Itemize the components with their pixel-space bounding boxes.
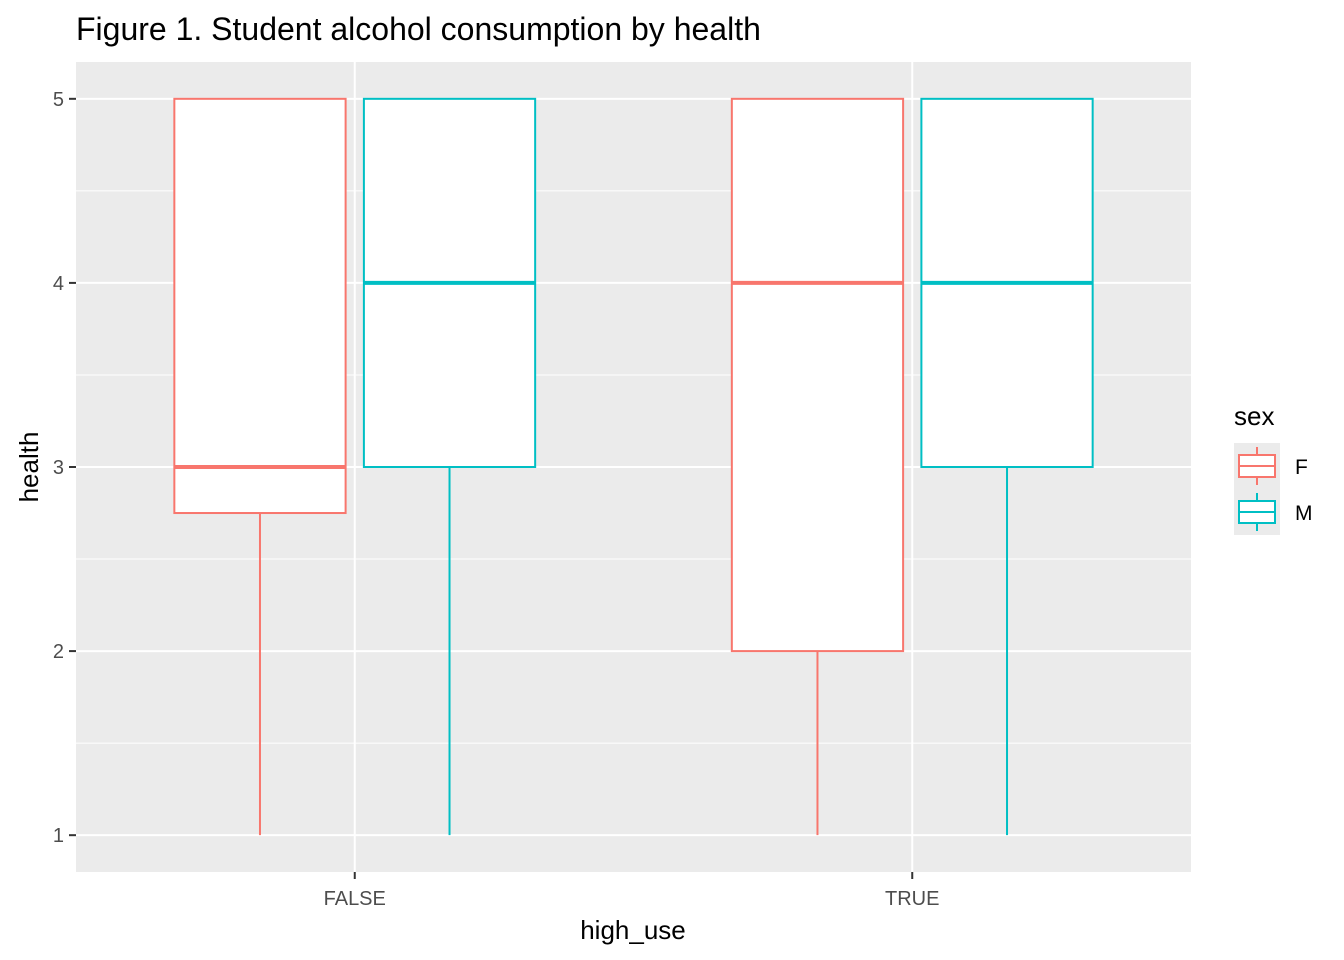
y-tick-label: 1: [53, 825, 64, 847]
legend-label: F: [1295, 456, 1308, 479]
y-axis: 1 2 3 4 5: [53, 89, 76, 847]
boxplot-marks: [173, 97, 1094, 836]
legend-item-F: F: [1234, 443, 1308, 489]
box-M-FALSE: [362, 97, 537, 836]
box-F-TRUE: [730, 97, 905, 836]
y-tick-label: 5: [53, 89, 64, 111]
legend-item-M: M: [1234, 489, 1313, 535]
y-tick-label: 2: [53, 641, 64, 663]
x-axis-title: high_use: [580, 915, 686, 945]
legend-label: M: [1295, 502, 1313, 525]
chart-title: Figure 1. Student alcohol consumption by…: [76, 11, 761, 47]
y-axis-title: health: [14, 432, 44, 503]
box-body: [173, 97, 347, 515]
legend: sex FM: [1234, 401, 1313, 535]
x-tick-label: FALSE: [324, 888, 386, 910]
box-F-FALSE: [173, 97, 347, 836]
box-M-TRUE: [920, 97, 1094, 836]
box-body: [730, 97, 905, 653]
x-axis: FALSE TRUE: [324, 872, 939, 910]
y-tick-label: 3: [53, 457, 64, 479]
legend-title: sex: [1234, 401, 1274, 431]
y-tick-label: 4: [53, 273, 64, 295]
x-tick-label: TRUE: [885, 888, 939, 910]
